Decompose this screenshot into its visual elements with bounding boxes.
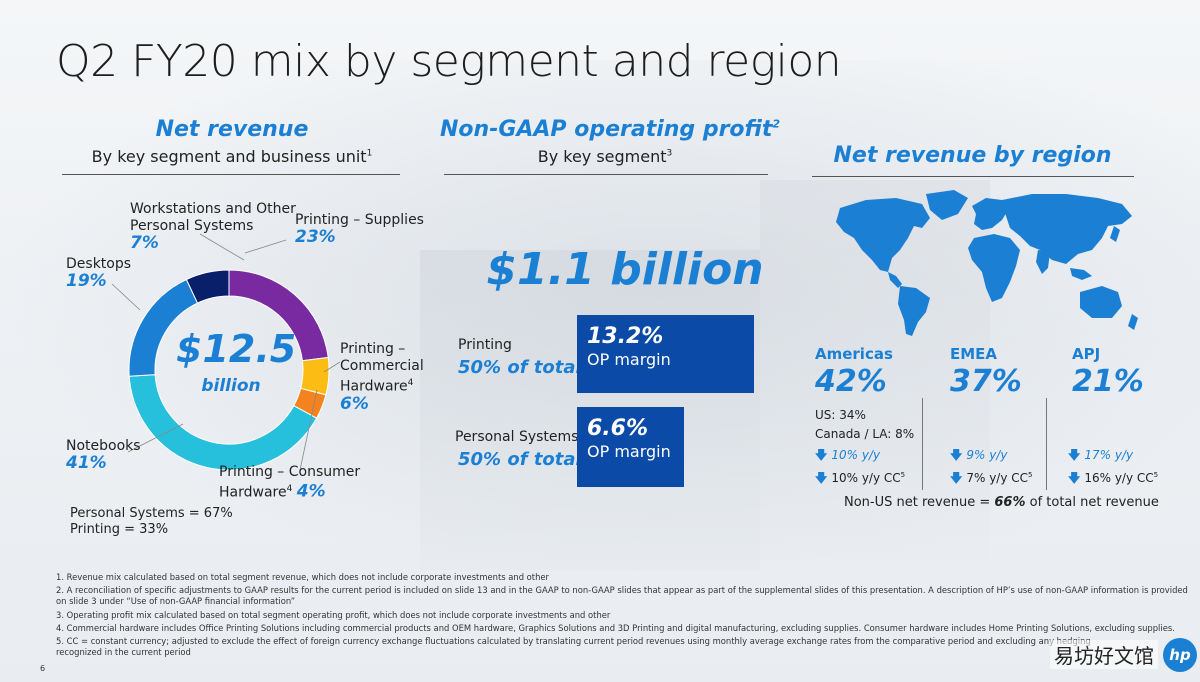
arrow-down-icon: 🡇	[950, 448, 963, 462]
donut-slice-5	[185, 269, 230, 304]
region-name-americas: Americas	[815, 345, 893, 363]
segment-label-commercial-hardware: Printing – Commercial Hardware4 6%	[340, 341, 424, 414]
op-segment-share-personal-systems: 50% of total	[458, 449, 582, 470]
arrow-down-icon: 🡇	[815, 448, 828, 462]
segment-label-printing-supplies: Printing – Supplies 23%	[295, 212, 424, 247]
donut-slice-1	[300, 356, 330, 396]
region-yy-apj: 🡇 17% y/y	[1068, 446, 1133, 467]
arrow-down-icon: 🡇	[815, 471, 828, 485]
region-detail-canada-la: Canada / LA: 8%	[815, 427, 915, 441]
region-pct-americas: 42%	[815, 364, 887, 399]
region-divider	[922, 398, 923, 490]
section-divider	[812, 176, 1134, 177]
op-profit-heading: Non-GAAP operating profit2	[440, 117, 781, 142]
non-us-revenue-note: Non-US net revenue = 66% of total net re…	[844, 495, 1159, 510]
segment-label-desktops: Desktops 19%	[66, 256, 132, 291]
section-divider	[444, 174, 768, 175]
page-number: 6	[40, 664, 46, 673]
region-detail-us: US: 34%	[815, 408, 866, 422]
footnote: 2. A reconciliation of specific adjustme…	[56, 585, 1188, 595]
footnote: 5. CC = constant currency; adjusted to e…	[56, 636, 1091, 646]
donut-slice-2	[293, 387, 327, 419]
op-segment-name-personal-systems: Personal Systems	[455, 429, 579, 445]
footnote: on slide 3 under “Use of non-GAAP financ…	[56, 596, 296, 606]
arrow-down-icon: 🡇	[1068, 448, 1081, 462]
net-revenue-summary: Personal Systems = 67% Printing = 33%	[70, 506, 233, 537]
watermark: 易坊好文馆	[1050, 640, 1158, 669]
region-yy-emea: 🡇 9% y/y	[950, 446, 1007, 467]
footnote: recognized in the current period	[56, 647, 191, 657]
net-revenue-heading: Net revenue	[155, 117, 309, 142]
region-cc-emea: 🡇 7% y/y CC5	[950, 469, 1032, 490]
op-segment-name-printing: Printing	[458, 337, 512, 353]
region-pct-emea: 37%	[950, 364, 1022, 399]
segment-label-consumer-hardware: Printing – Consumer Hardware4 4%	[219, 464, 361, 502]
hp-logo: hp	[1163, 638, 1197, 672]
region-name-emea: EMEA	[950, 345, 998, 363]
arrow-down-icon: 🡇	[950, 471, 963, 485]
donut-center-unit: billion	[201, 376, 261, 396]
region-divider	[1046, 398, 1047, 490]
page-title: Q2 FY20 mix by segment and region	[56, 36, 842, 87]
segment-label-notebooks: Notebooks 41%	[66, 438, 141, 473]
leader-line	[323, 361, 341, 373]
footnote: 3. Operating profit mix calculated based…	[56, 610, 611, 620]
section-divider	[62, 174, 400, 175]
segment-label-workstations: Workstations and Other Personal Systems …	[130, 201, 296, 253]
op-segment-share-printing: 50% of total	[458, 357, 582, 378]
op-profit-total: $1.1 billion	[486, 244, 764, 295]
op-margin-box-personal-systems: 6.6% OP margin	[577, 407, 684, 487]
net-revenue-subheading: By key segment and business unit1	[91, 147, 373, 166]
donut-center-value: $12.5	[176, 327, 297, 371]
arrow-down-icon: 🡇	[1068, 471, 1081, 485]
world-map-icon	[836, 190, 1138, 336]
region-yy-americas: 🡇 10% y/y	[815, 446, 880, 467]
footnote: 4. Commercial hardware includes Office P…	[56, 623, 1175, 633]
leader-line	[299, 389, 318, 471]
region-cc-apj: 🡇 16% y/y CC5	[1068, 469, 1158, 490]
region-heading: Net revenue by region	[833, 143, 1112, 168]
footnote: 1. Revenue mix calculated based on total…	[56, 572, 549, 582]
region-pct-apj: 21%	[1072, 364, 1144, 399]
op-margin-box-printing: 13.2% OP margin	[577, 315, 754, 393]
region-name-apj: APJ	[1072, 345, 1101, 363]
op-profit-subheading: By key segment3	[537, 147, 673, 166]
region-cc-americas: 🡇 10% y/y CC5	[815, 469, 905, 490]
